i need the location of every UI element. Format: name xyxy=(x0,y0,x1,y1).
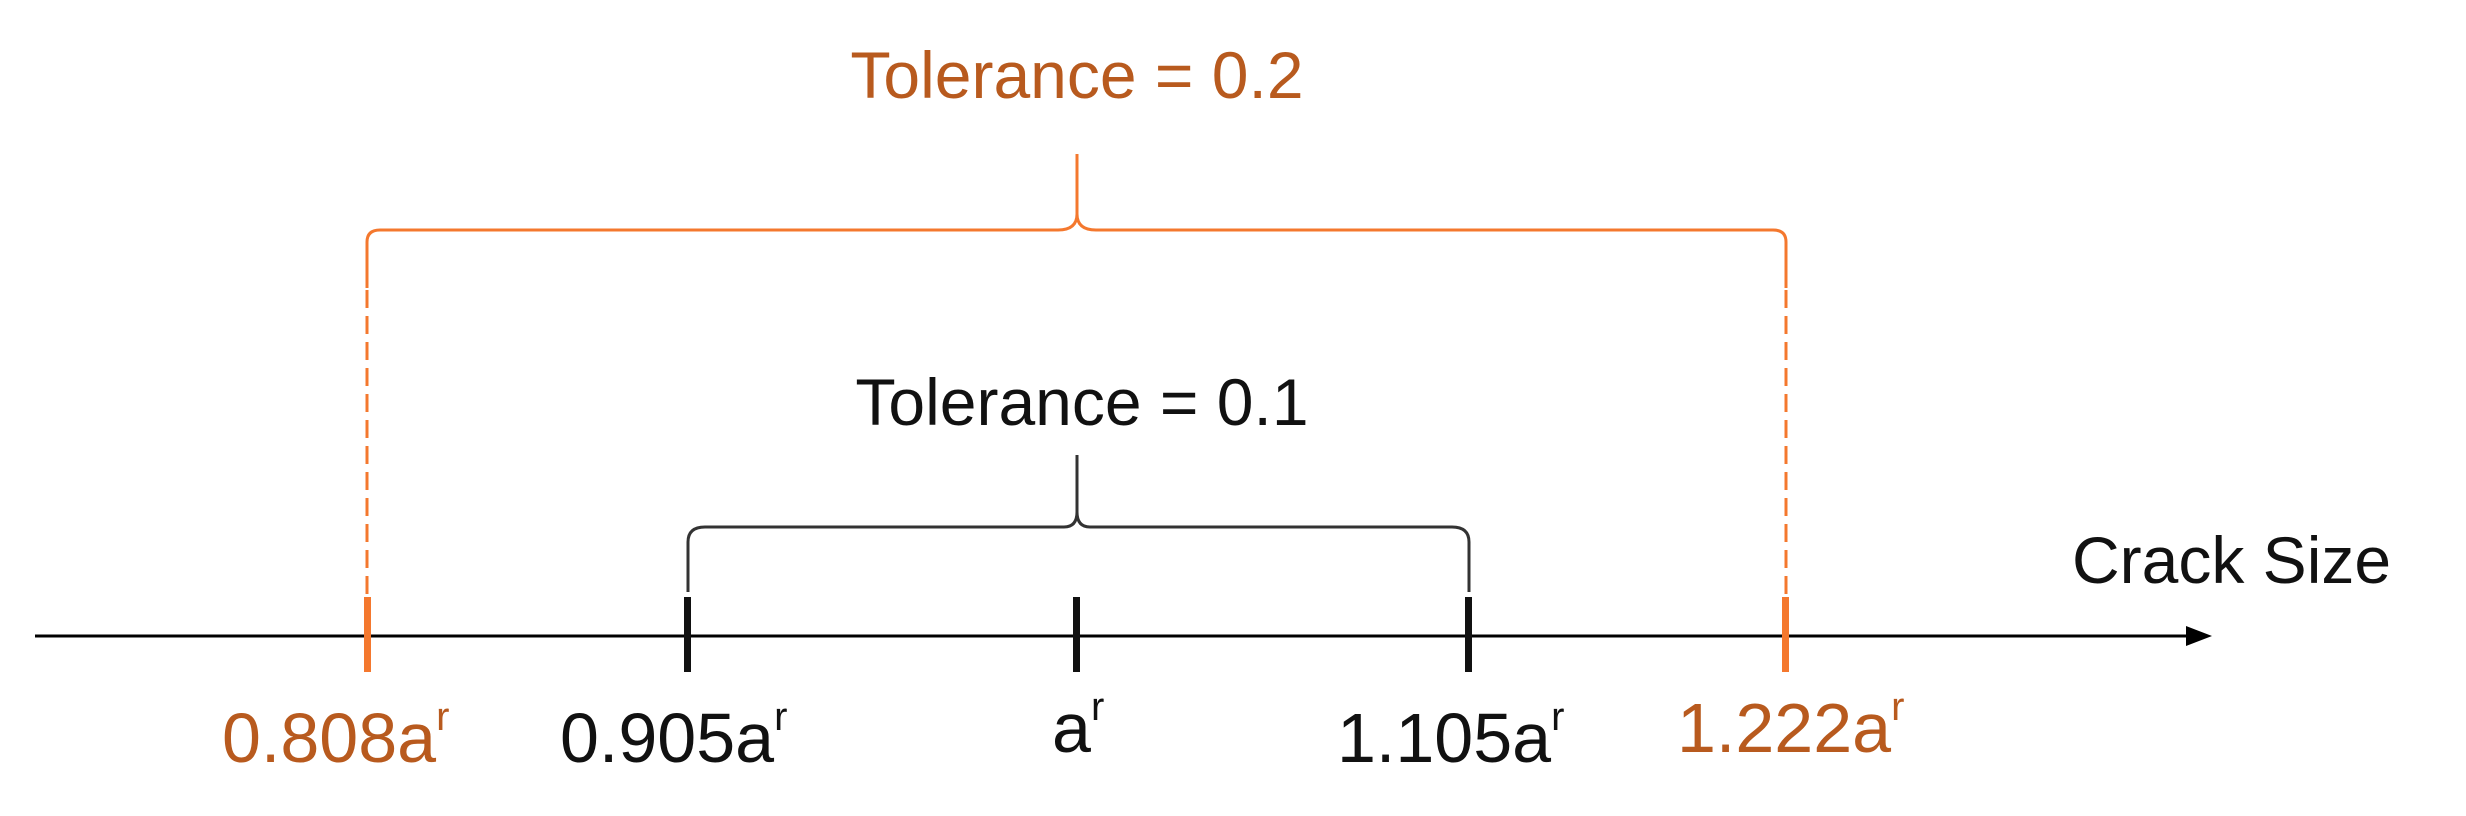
outer-bracket-line xyxy=(365,154,1788,288)
tick-label-a: ar xyxy=(1052,685,1104,767)
tick-a xyxy=(1073,597,1080,672)
outer-bracket: Tolerance = 0.2 xyxy=(365,38,1788,598)
crack-size-axis: Crack Size xyxy=(35,523,2391,646)
tick-label-0905: 0.905ar xyxy=(560,695,787,777)
inner-bracket-line xyxy=(686,455,1471,592)
tick-label-0808: 0.808ar xyxy=(222,695,449,777)
tick-0808 xyxy=(364,597,371,672)
inner-bracket: Tolerance = 0.1 xyxy=(686,365,1471,592)
tick-1105 xyxy=(1465,597,1472,672)
tick-labels: 0.808ar 0.905ar ar 1.105ar 1.222ar xyxy=(222,685,1904,777)
tick-0905 xyxy=(684,597,691,672)
tick-1222 xyxy=(1782,597,1789,672)
tick-marks xyxy=(364,597,1789,672)
inner-bracket-label: Tolerance = 0.1 xyxy=(855,365,1308,439)
outer-bracket-label: Tolerance = 0.2 xyxy=(850,38,1303,112)
axis-arrowhead xyxy=(2186,626,2212,646)
axis-label: Crack Size xyxy=(2072,523,2391,597)
tick-label-1222: 1.222ar xyxy=(1677,685,1904,767)
tick-label-1105: 1.105ar xyxy=(1337,695,1564,777)
